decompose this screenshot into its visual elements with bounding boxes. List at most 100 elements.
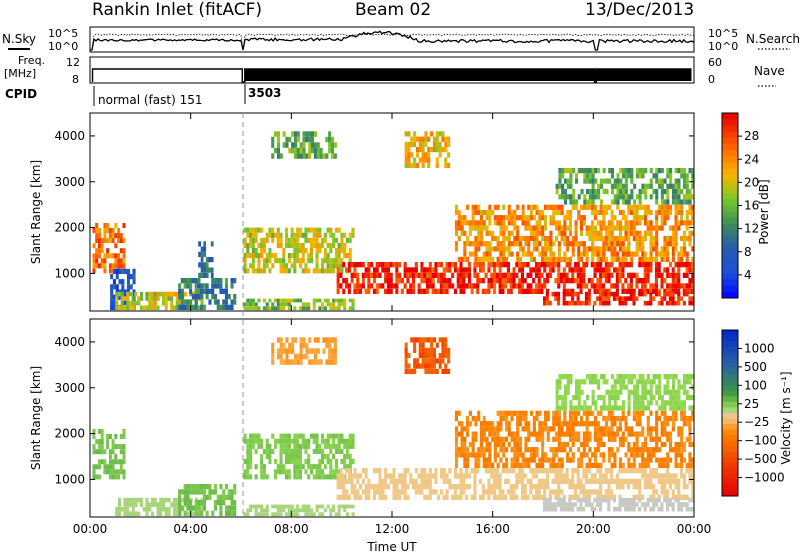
power-cell — [635, 230, 639, 236]
power-cell — [337, 248, 341, 254]
power-cell — [541, 256, 545, 262]
velocity-cell — [622, 374, 626, 380]
power-cell — [680, 215, 684, 221]
velocity-cell — [666, 457, 670, 463]
velocity-cell — [669, 436, 673, 442]
velocity-cell — [566, 457, 570, 463]
velocity-cell — [191, 505, 195, 511]
power-cell — [103, 228, 107, 233]
power-cell — [654, 291, 658, 297]
velocity-cell — [599, 489, 603, 495]
velocity-cell — [624, 374, 628, 380]
velocity-cell — [111, 464, 115, 470]
velocity-cell — [680, 426, 684, 432]
velocity-cell — [541, 431, 545, 437]
velocity-cell — [404, 342, 408, 348]
power-cell — [635, 283, 639, 289]
power-cell — [613, 235, 617, 242]
velocity-cell — [691, 494, 695, 500]
power-cell — [568, 215, 572, 221]
velocity-cell — [585, 473, 589, 479]
power-cell — [671, 278, 675, 284]
velocity-cell — [674, 405, 678, 411]
velocity-cell — [413, 363, 417, 369]
velocity-cell — [499, 415, 503, 422]
velocity-cell — [499, 447, 503, 453]
power-cell — [677, 296, 681, 301]
velocity-cell — [427, 363, 431, 369]
power-cell — [655, 220, 659, 226]
power-cell — [178, 304, 182, 310]
power-cell — [632, 204, 636, 210]
velocity-cell — [454, 462, 458, 468]
velocity-cell — [345, 468, 349, 474]
velocity-cell — [249, 508, 253, 513]
velocity-cell — [515, 478, 519, 484]
velocity-cell — [466, 421, 470, 427]
velocity-cell — [421, 342, 425, 348]
velocity-cell — [378, 473, 382, 479]
velocity-cell — [513, 436, 517, 442]
power-cell — [467, 267, 471, 273]
power-cell — [627, 173, 631, 179]
velocity-cell — [233, 484, 237, 490]
velocity-cell — [557, 484, 561, 490]
power-cell — [557, 204, 561, 210]
power-cell — [682, 173, 686, 179]
power-cell — [200, 304, 204, 310]
power-cell — [652, 256, 656, 262]
velocity-cell — [638, 410, 642, 416]
velocity-cell — [321, 459, 325, 465]
power-cell — [156, 296, 160, 301]
velocity-cell — [691, 405, 695, 411]
power-cell — [361, 272, 365, 278]
velocity-cell — [353, 473, 357, 479]
velocity-cell — [279, 438, 283, 444]
velocity-cell — [638, 484, 642, 490]
velocity-cell — [548, 468, 552, 474]
velocity-cell — [444, 337, 448, 343]
velocity-cell — [658, 384, 662, 390]
power-cell — [502, 220, 506, 226]
velocity-cell — [420, 489, 424, 495]
velocity-cell — [644, 447, 648, 453]
velocity-cell — [424, 358, 428, 364]
power-cell — [304, 306, 308, 311]
velocity-cell — [674, 415, 678, 422]
velocity-cell — [524, 457, 528, 463]
power-cell — [312, 306, 316, 311]
power-cell — [122, 258, 126, 264]
power-cell — [643, 272, 647, 278]
velocity-cell — [596, 410, 600, 416]
velocity-cell — [466, 452, 470, 458]
power-cell — [276, 306, 280, 311]
power-cell — [202, 304, 206, 310]
power-cell — [92, 228, 96, 233]
power-cell — [557, 241, 561, 247]
velocity-cell — [582, 468, 586, 474]
power-cell — [474, 204, 478, 210]
power-cell — [688, 230, 692, 236]
power-cell — [560, 235, 564, 242]
power-cell — [348, 253, 352, 259]
velocity-cell — [555, 400, 559, 406]
power-cell — [439, 278, 443, 284]
power-cell — [520, 288, 524, 294]
power-cell — [103, 238, 107, 244]
velocity-cell — [546, 473, 550, 479]
power-colorbar-band — [722, 205, 738, 213]
power-cell — [294, 131, 298, 137]
power-cell — [566, 183, 570, 189]
power-cell — [279, 302, 283, 307]
velocity-cell — [677, 395, 681, 401]
velocity-cell — [183, 484, 187, 490]
velocity-cell — [622, 384, 626, 390]
power-cell — [485, 246, 489, 252]
power-cell — [219, 304, 223, 310]
velocity-cell — [688, 436, 692, 442]
velocity-cell — [548, 506, 552, 512]
velocity-cell — [321, 454, 325, 460]
power-cell — [560, 209, 564, 216]
power-cell — [328, 142, 332, 148]
power-cell — [251, 248, 255, 254]
